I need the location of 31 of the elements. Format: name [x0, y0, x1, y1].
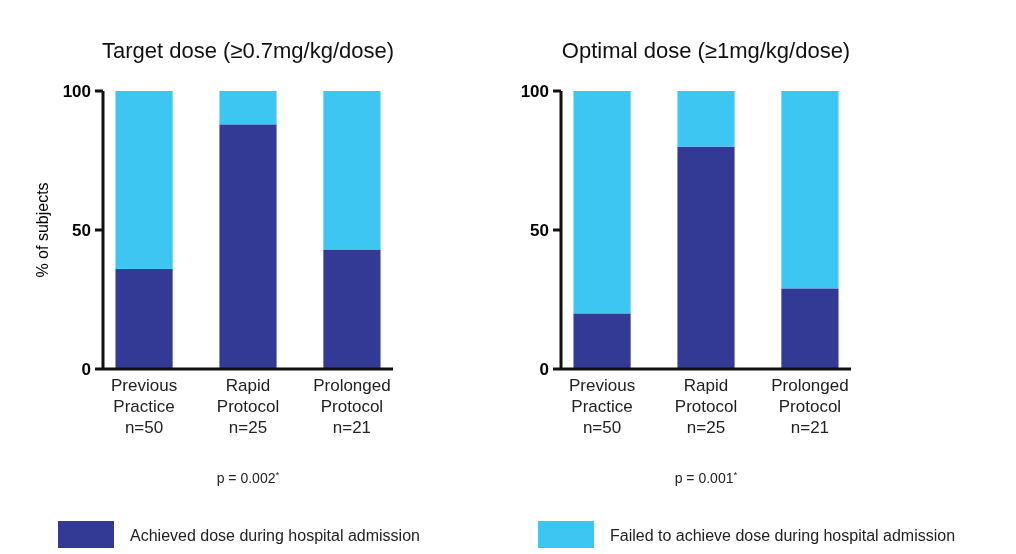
bar: [219, 91, 277, 125]
x-tick-label: Previous Practice n=50: [110, 376, 178, 437]
legend-label: Failed to achieve dose during hospital admission: [610, 526, 956, 544]
bar: [323, 249, 381, 369]
bar: [677, 91, 735, 147]
x-tick-label: Prolonged Protocol n=21: [771, 376, 849, 437]
x-tick-label: Previous Practice n=50: [568, 376, 636, 437]
y-tick-label: 0: [81, 359, 91, 379]
bar: [115, 91, 173, 269]
bar: [573, 91, 631, 314]
bar: [677, 146, 735, 369]
y-tick-label: 100: [520, 81, 549, 101]
chart-title: Optimal dose (≥1mg/kg/dose): [561, 38, 851, 63]
x-tick-label: Prolonged Protocol n=21: [313, 376, 391, 437]
bar: [781, 91, 839, 289]
text: p = 0.002$^{*}$: [216, 468, 280, 486]
legend-label: Achieved dose during hospital admission: [130, 526, 420, 544]
y-axis-title: % of subjects: [34, 182, 51, 278]
y-tick-label: 50: [72, 220, 91, 240]
chart-title: Target dose (≥0.7mg/kg/dose): [101, 38, 395, 63]
text: p = 0.001$^{*}$: [674, 468, 738, 486]
bar: [573, 313, 631, 369]
bar: [781, 288, 839, 369]
bar: [323, 91, 381, 250]
bar: [115, 268, 173, 369]
x-tick-label: Rapid Protocol n=25: [216, 376, 280, 437]
bar: [219, 124, 277, 369]
x-tick-label: Rapid Protocol n=25: [674, 376, 738, 437]
y-tick-label: 100: [62, 81, 91, 101]
y-tick-label: 50: [530, 220, 549, 240]
y-tick-label: 0: [539, 359, 549, 379]
